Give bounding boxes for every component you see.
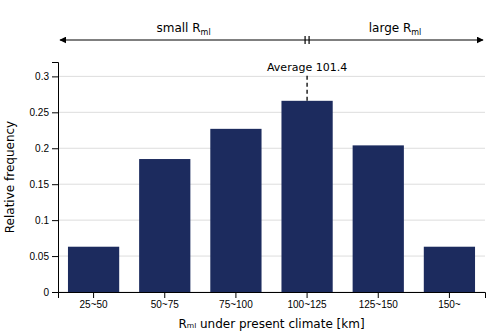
y-tick-label: 0.2 [35,143,49,154]
y-tick-mark [52,220,58,221]
y-tick: 0.1 [35,215,58,226]
x-axis-title: Rₘₗ under present climate [km] [178,317,364,331]
y-tick-mark [52,112,58,113]
range-label-text: large R [369,21,412,35]
y-tick-mark [52,148,58,149]
grid-line [58,256,485,257]
chart: 0 0.05 0.1 0.15 0.2 0.25 0.3 25~50 50~75 75~100 10… [0,0,500,336]
bar [210,129,261,292]
y-tick-label: 0.1 [35,215,49,226]
bars [68,75,475,292]
grid-line [58,148,485,149]
plot: 0 0.05 0.1 0.15 0.2 0.25 0.3 25~50 50~75 75~100 10… [3,21,486,331]
x-tick-mark [235,292,236,298]
x-tick: 150~ [438,292,461,310]
grid-line [58,112,485,113]
grid [58,76,485,292]
x-tick-label: 75~100 [219,299,253,310]
y-tick-mark [52,76,58,77]
y-tick-label: 0.05 [30,251,50,262]
x-tick: 125~150 [359,292,399,310]
range-arrow [60,40,483,41]
x-tick-label: 125~150 [359,299,399,310]
x-tick-label: 25~50 [80,299,109,310]
x-tick-mark [378,292,379,298]
x-tick-label: 50~75 [151,299,180,310]
y-axis-line [52,63,59,293]
range-label-subscript: ml [201,28,211,37]
range-label-subscript: ml [411,28,421,37]
y-axis: 0 0.05 0.1 0.15 0.2 0.25 0.3 [30,63,59,298]
y-tick: 0.05 [30,251,58,262]
bar [353,145,404,292]
grid-line [58,220,485,221]
x-tick-mark [164,292,165,298]
average-label: Average 101.4 [267,61,347,74]
x-axis-line [59,293,486,299]
y-tick-mark [52,292,58,293]
bar [68,247,119,292]
x-tick-mark [307,292,308,298]
x-axis: 25~50 50~75 75~100 100~125 125~150 150~ [59,292,486,310]
x-tick: 50~75 [151,292,180,310]
y-tick-mark [52,184,58,185]
bar [139,159,190,292]
x-tick: 100~125 [287,292,327,310]
y-axis-title: Relative frequency [3,121,17,233]
grid-line [58,184,485,185]
y-tick: 0.25 [30,107,58,118]
average-line [306,75,307,101]
x-tick-mark [449,292,450,298]
bar [424,247,475,292]
x-tick: 75~100 [219,292,253,310]
x-tick-label: 100~125 [287,299,327,310]
range-label-text: small R [156,21,200,35]
y-tick: 0.3 [35,71,58,82]
x-tick: 25~50 [80,292,109,310]
y-tick: 0.15 [30,179,58,190]
y-tick-label: 0.3 [35,71,49,82]
y-tick-label: 0 [43,287,49,298]
y-tick: 0 [43,287,58,298]
y-tick-label: 0.15 [30,179,50,190]
range-divider [308,36,309,44]
range-label: small Rml [156,21,210,37]
y-tick-label: 0.25 [30,107,50,118]
y-tick: 0.2 [35,143,58,154]
grid-line [58,76,485,77]
range-label: large Rml [369,21,422,37]
bar [281,101,332,292]
x-tick-label: 150~ [438,299,461,310]
x-tick-mark [93,292,94,298]
range-divider [304,36,305,44]
y-tick-mark [52,256,58,257]
